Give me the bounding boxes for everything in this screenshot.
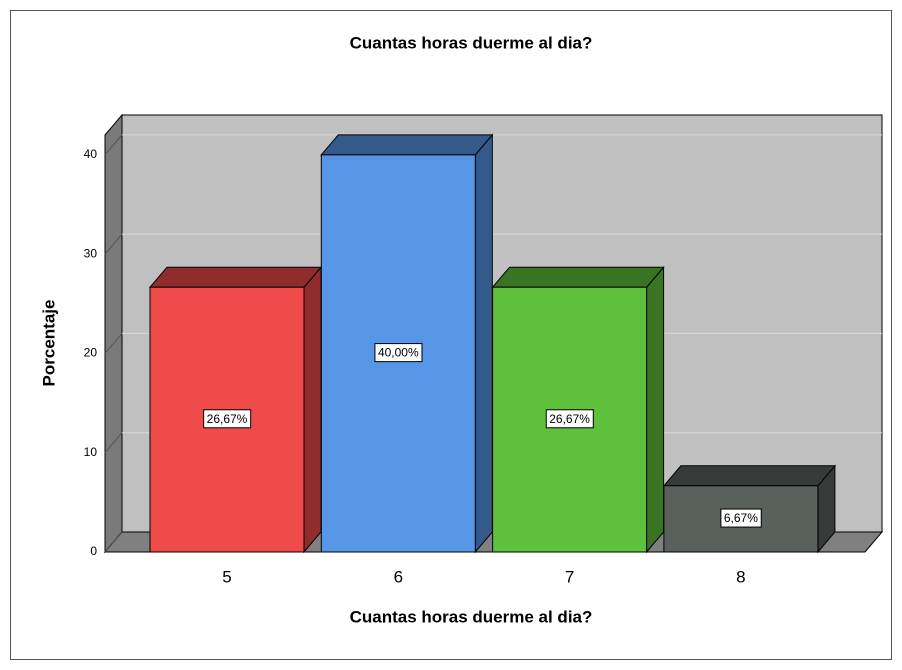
y-tick <box>104 531 123 553</box>
y-tick-label: 20 <box>84 346 98 360</box>
value-label: 26,67% <box>549 412 590 426</box>
bar-top <box>148 266 323 288</box>
value-label-box <box>720 508 762 528</box>
bar-side <box>646 265 665 554</box>
y-tick-label: 40 <box>84 147 98 161</box>
y-tick <box>104 333 123 354</box>
value-label-box <box>203 409 252 429</box>
chart-title: Cuantas horas duerme al dia? <box>350 33 593 52</box>
bar-top <box>320 134 494 156</box>
value-label-box <box>374 343 423 363</box>
y-axis-title: Porcentaje <box>39 300 58 387</box>
y-tick-label: 0 <box>90 544 97 558</box>
y-tick-label: 30 <box>84 246 98 260</box>
bar-top <box>491 266 665 288</box>
y-tick <box>104 233 123 255</box>
x-tick-label: 8 <box>736 567 745 586</box>
bar-side <box>303 265 322 554</box>
value-label: 40,00% <box>378 346 419 360</box>
x-tick-label: 7 <box>565 567 574 586</box>
value-label: 26,67% <box>207 412 248 426</box>
y-tick <box>104 432 123 454</box>
x-axis-title: Cuantas horas duerme al dia? <box>350 607 593 626</box>
value-label-box <box>545 409 594 429</box>
bar-top <box>662 465 836 487</box>
bar-side <box>474 133 493 554</box>
left-wall <box>104 113 123 554</box>
y-tick <box>104 134 123 156</box>
value-label: 6,67% <box>724 511 758 525</box>
y-tick-label: 10 <box>84 445 98 459</box>
x-tick-label: 5 <box>222 567 231 586</box>
x-tick-label: 6 <box>394 567 403 586</box>
